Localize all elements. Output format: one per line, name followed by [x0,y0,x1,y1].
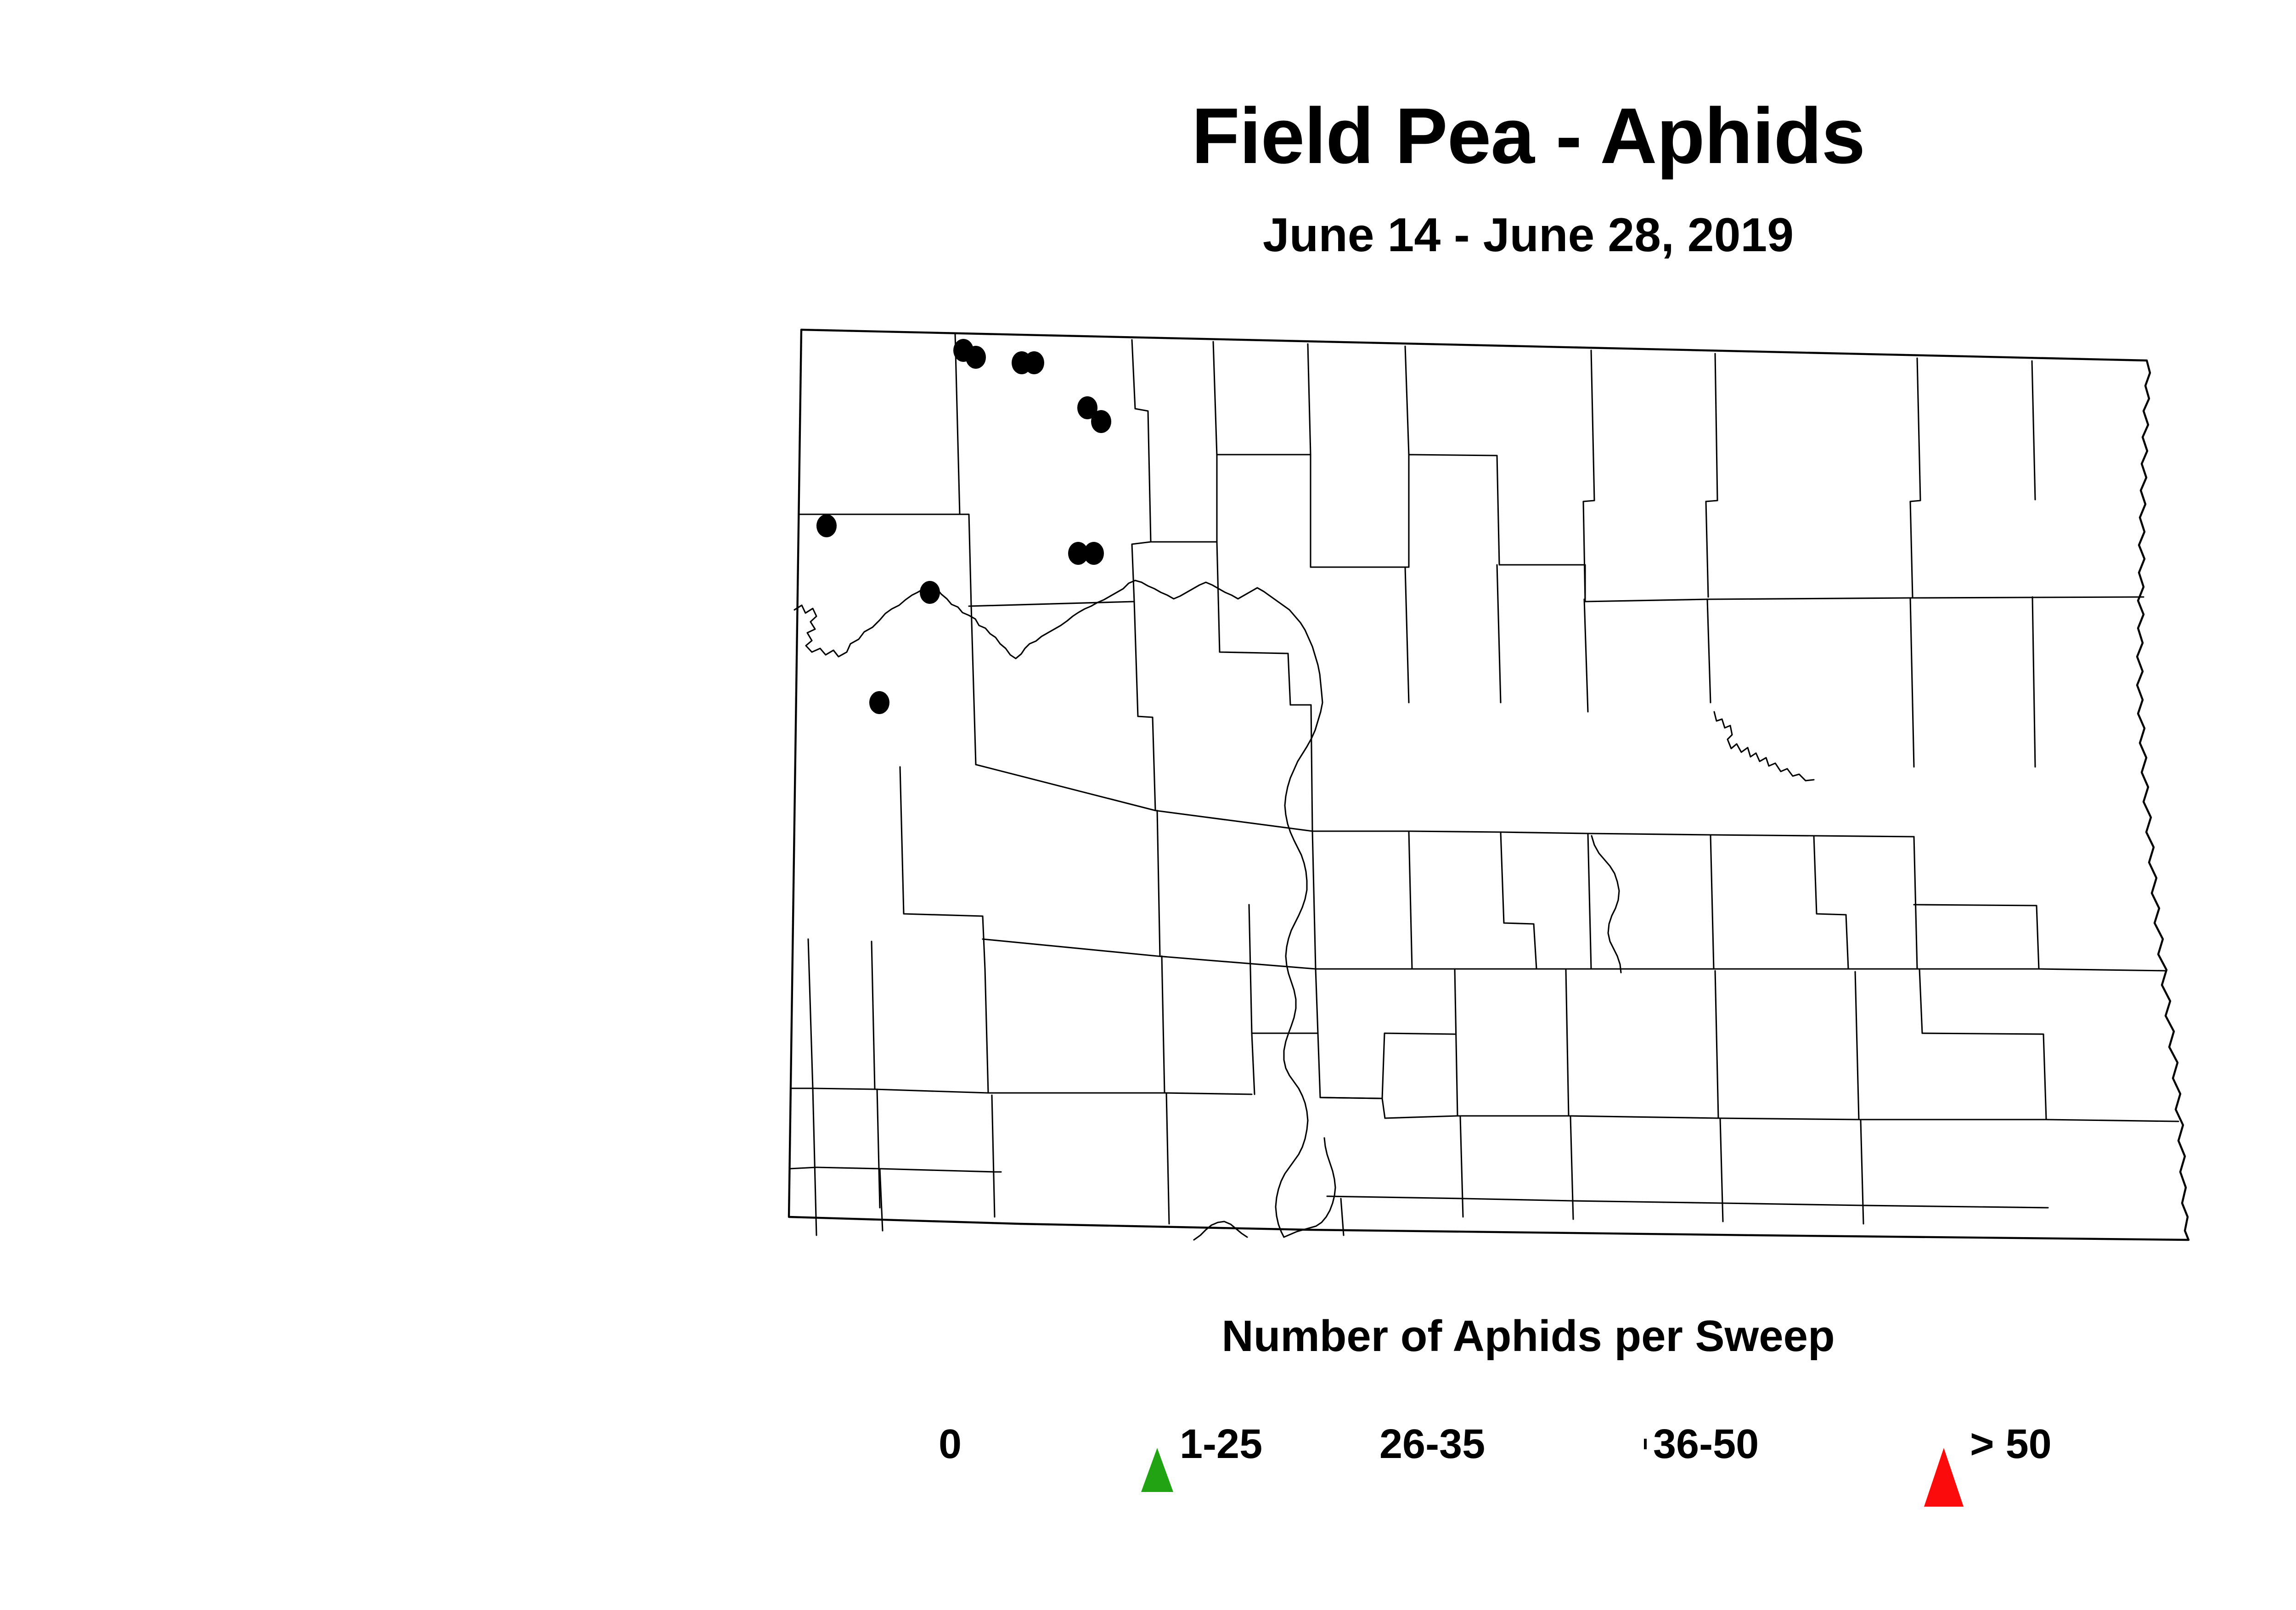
county-divide-mclean-burleigh [1315,968,1319,1034]
legend-item-0[interactable]: 0 [932,1403,962,1486]
legend: 0 1-25 26-35 36-50 > 50 [932,1403,2154,1507]
missouri-river-lower-outline [1283,1137,1336,1238]
county-divide-mountrail-ward [1133,601,1156,811]
county-divide-pembina-walsh [1909,357,1921,598]
data-point-0 [920,581,940,604]
data-point-0 [1068,542,1088,565]
county-divide-pierce-benson [1496,564,1502,704]
yellow-square-icon [1644,1439,1647,1449]
county-divide-burke-renville [1131,339,1152,602]
county-row-divider-2 [1150,454,1586,602]
page-title: Field Pea - Aphids [1191,92,1866,180]
data-point-0 [1091,410,1111,433]
data-point-0 [816,514,837,537]
county-row-divider-7 [789,1166,996,1173]
legend-label-3: 36-50 [1653,1421,1759,1467]
data-point-0 [1084,542,1104,565]
red-triangle-icon [1924,1440,1964,1507]
county-divide-bowman-adams [879,1168,884,1232]
data-point-0 [1077,396,1097,419]
county-divide-burke [954,333,972,607]
county-traill-east [1913,904,2040,970]
county-divide-bottineau-rolette [1307,343,1311,456]
county-divide-wells-foster [1500,831,1537,970]
county-divide-slope-hettinger [812,1087,817,1236]
county-divide-oliver-morton [1251,1032,1255,1095]
county-divide-dunn-mercer [1156,810,1161,957]
county-divide-grant-sioux [991,1094,996,1218]
map-svg [788,328,2190,1241]
county-divide-mercer-oliver [1248,904,1253,1034]
county-divide-lamoure-ransom [1719,1118,1724,1222]
county-divide-benson-ramsey [1583,598,1589,713]
county-divide-logan-lamoure [1570,1116,1574,1220]
county-divide-billings-stark [871,940,876,1090]
county-divide-cass-east [1919,968,2047,1120]
county-divide-sheridan-wells [1408,830,1413,970]
legend-label-2: 26-35 [1379,1421,1486,1467]
county-divide-foster-eddy [1587,833,1592,970]
county-divide-eddy-griggs [1710,834,1715,970]
county-divide-emmons-logan [1459,1116,1464,1218]
county-divide-golden-valley [807,938,814,1089]
county-divide-stark-morton [984,968,989,1094]
county-divide-ward-mchenry [1216,541,1313,832]
county-divide-bottom-1 [1340,1198,1345,1236]
county-divide-stutsman-barnes [1714,970,1719,1119]
county-divide-barnes-cass [1854,971,1860,1120]
data-point-0 [1024,351,1044,374]
green-triangle-icon [1141,1440,1173,1492]
data-point-0 [869,691,889,714]
county-row-divider-10 [1326,1195,2049,1209]
legend-label-0: 0 [939,1421,962,1467]
county-row-divider-1b [968,601,1135,607]
county-divide-burleigh-kidder [1454,968,1458,1117]
county-divide-ransom-richland [1860,1120,1864,1225]
county-divide-grant-morton [1165,1092,1170,1225]
county-row-divider-3 [1584,596,2144,602]
county-divide-hettinger-grant [876,1088,881,1209]
county-row-divider-5 [982,938,2167,972]
county-divide-walsh-top [2031,360,2036,501]
devils-lake-outline [1713,711,1815,782]
county-divide-williams-mountrail [970,605,977,766]
county-divide-griggs-steele [1813,835,1849,970]
legend-label-1: 1-25 [1180,1421,1263,1467]
county-divide-grandforks-east [2032,596,2036,768]
lake-oahe-outline [1193,1221,1248,1241]
legend-item-1[interactable]: 1-25 [1141,1403,1263,1492]
county-divide-steele-traill [1913,836,1918,970]
county-divide-morton [1161,955,1165,1094]
county-divide-cavalier-pembina [1705,353,1718,598]
county-divide-mckenzie-dunn [899,766,986,970]
legend-label-4: > 50 [1970,1421,2052,1467]
county-row-divider-8 [1251,1032,1456,1099]
date-range-subtitle: June 14 - June 28, 2019 [1262,208,1794,262]
county-divide-towner-cavalier [1582,349,1595,602]
county-divide-rolette-towner [1404,345,1410,456]
county-divide-nelson-grandforks [1909,597,1915,768]
legend-item-2[interactable]: 26-35 [1373,1403,1485,1486]
legend-item-3[interactable]: 36-50 [1644,1403,1759,1486]
county-row-divider-9 [1319,1097,2179,1122]
north-dakota-county-map[interactable] [744,317,2296,1295]
lake-sakakawea-outline [793,580,1323,1238]
county-row-divider-6 [791,1087,1253,1095]
county-row-divider-4 [975,764,1915,838]
data-point-0 [966,346,986,369]
county-divide-mchenry-pierce [1404,566,1410,704]
county-divide-renville-bottineau [1212,341,1218,456]
county-divide-kidder-stutsman [1565,969,1570,1117]
legend-item-4[interactable]: > 50 [1924,1403,2052,1507]
county-divide-ramsey-nelson [1706,598,1711,704]
state-outline [788,328,2190,1241]
county-divide-mclean-sheridan [1311,830,1317,970]
sheyenne-river-outline [1591,835,1622,974]
title-block: Field Pea - Aphids June 14 - June 28, 20… [0,96,2296,259]
data-points-layer[interactable] [816,339,1111,714]
legend-title: Number of Aphids per Sweep [1221,1312,1835,1361]
